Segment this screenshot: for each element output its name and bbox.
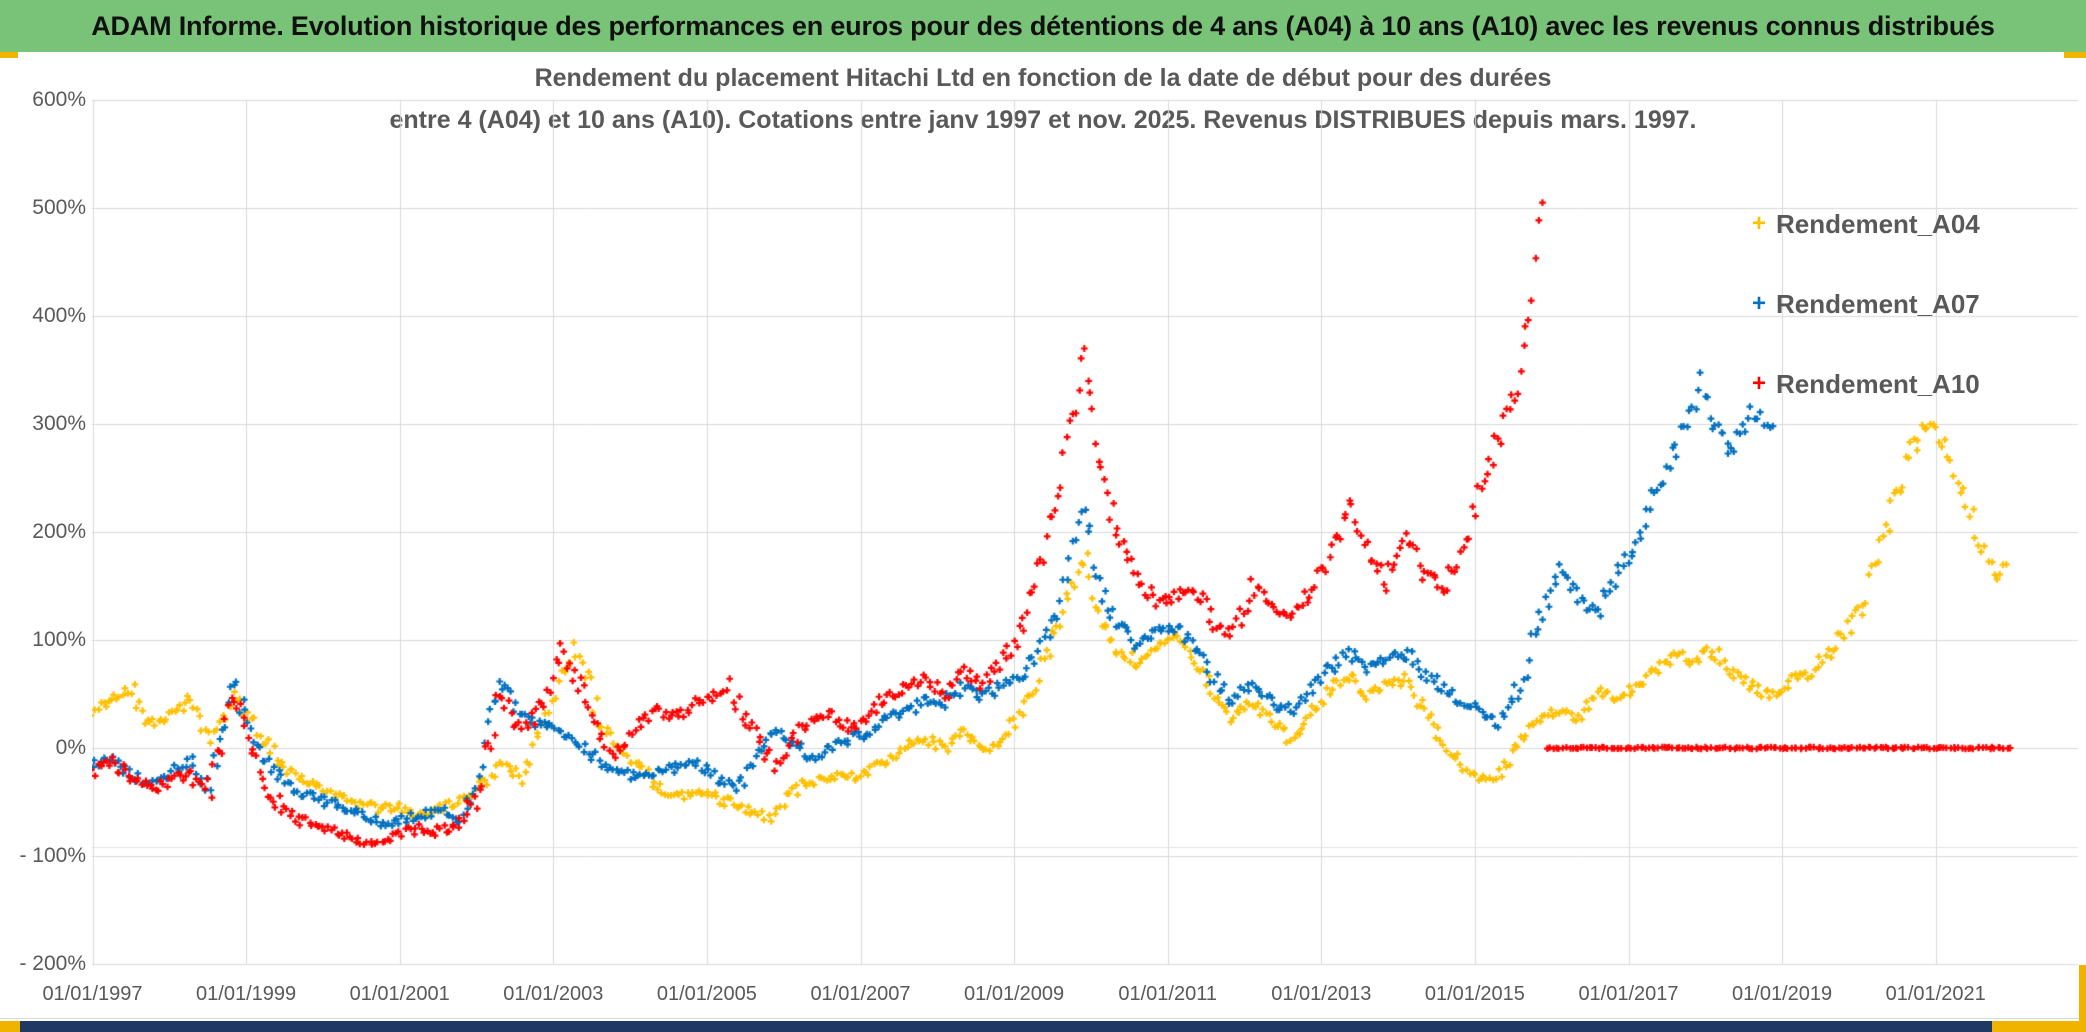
plus-marker-icon: + (1751, 210, 1766, 237)
x-tick-label: 01/01/2013 (1271, 983, 1372, 1005)
legend-label: Rendement_A04 (1776, 208, 1980, 239)
legend-label: Rendement_A07 (1776, 288, 1980, 319)
x-tick-label: 01/01/2009 (964, 983, 1065, 1005)
y-tick-label: 200% (32, 520, 86, 543)
yellow-accent-right-bar (2079, 965, 2086, 1032)
y-tick-label: 100% (32, 628, 86, 651)
x-tick-label: 01/01/2017 (1578, 983, 1679, 1005)
x-tick-label: 01/01/2003 (503, 983, 604, 1005)
x-tick-label: 01/01/2019 (1732, 983, 1833, 1005)
x-tick-label: 01/01/2005 (656, 983, 757, 1005)
x-tick-label: 01/01/2001 (349, 983, 450, 1005)
chart-title-line1: Rendement du placement Hitachi Ltd en fo… (534, 64, 1552, 92)
x-tick-label: 01/01/1999 (196, 983, 297, 1005)
bottom-navy-bar (20, 1021, 1992, 1032)
plus-marker-icon: + (1751, 370, 1766, 397)
y-tick-label: - 200% (19, 952, 86, 975)
x-tick-label: 01/01/2007 (810, 983, 911, 1005)
legend-item-a07: + Rendement_A07 (1742, 284, 1980, 324)
header-title: ADAM Informe. Evolution historique des p… (91, 10, 1995, 41)
plot-canvas (92, 98, 2082, 966)
chart-region: Rendement du placement Hitachi Ltd en fo… (0, 58, 2086, 1018)
y-tick-label: 300% (32, 412, 86, 435)
legend-label: Rendement_A10 (1776, 368, 1980, 399)
y-tick-label: 600% (32, 88, 86, 111)
yellow-accent-bottom-left (0, 1021, 20, 1032)
plus-marker-icon: + (1751, 290, 1766, 317)
y-tick-label: 400% (32, 304, 86, 327)
yellow-accent-header-left (0, 52, 18, 60)
y-tick-label: - 100% (19, 844, 86, 867)
header-banner: ADAM Informe. Evolution historique des p… (0, 0, 2086, 52)
yellow-accent-bottom-right (1992, 1021, 2086, 1032)
x-tick-label: 01/01/2021 (1885, 983, 1986, 1005)
legend-item-a10: + Rendement_A10 (1742, 364, 1980, 404)
x-tick-label: 01/01/2011 (1118, 983, 1217, 1005)
y-tick-label: 500% (32, 196, 86, 219)
y-tick-label: 0% (55, 736, 86, 759)
legend-item-a04: + Rendement_A04 (1742, 204, 1980, 244)
x-tick-label: 01/01/1997 (42, 983, 143, 1005)
chart-bottom-border (0, 1018, 2086, 1019)
x-tick-label: 01/01/2015 (1424, 983, 1525, 1005)
